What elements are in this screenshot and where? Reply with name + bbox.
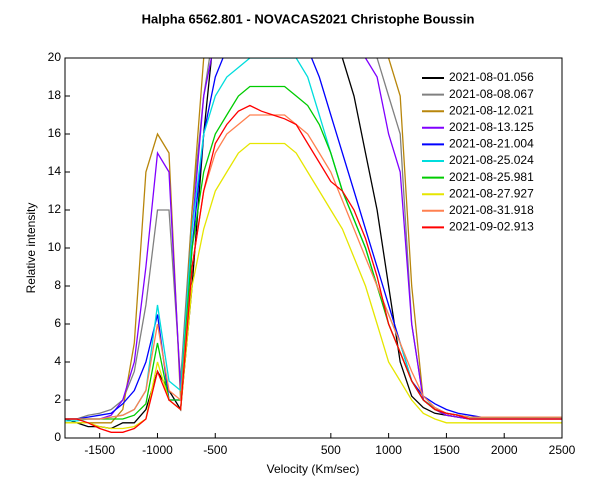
y-tick-label: 0 (54, 430, 61, 444)
y-tick-label: 18 (48, 88, 62, 102)
legend-label: 2021-08-31.918 (449, 203, 534, 217)
x-tick-label: -1500 (84, 443, 115, 457)
chart-title: Halpha 6562.801 - NOVACAS2021 Christophe… (142, 11, 475, 26)
legend-label: 2021-08-25.024 (449, 153, 534, 167)
y-tick-label: 2 (54, 392, 61, 406)
y-tick-label: 14 (48, 164, 62, 178)
legend-label: 2021-08-12.021 (449, 103, 534, 117)
y-tick-label: 8 (54, 278, 61, 292)
series-line (65, 114, 562, 420)
x-tick-label: 500 (321, 443, 341, 457)
y-tick-label: 10 (48, 240, 62, 254)
legend-label: 2021-08-08.067 (449, 87, 534, 101)
legend-label: 2021-08-25.981 (449, 170, 534, 184)
y-tick-label: 20 (48, 50, 62, 64)
x-tick-label: -500 (203, 443, 227, 457)
plot-lines (65, 58, 562, 433)
x-axis-label: Velocity (Km/sec) (267, 462, 360, 476)
y-axis-label: Relative intensity (24, 203, 38, 294)
y-tick-label: 6 (54, 316, 61, 330)
x-tick-label: 2000 (491, 443, 518, 457)
y-tick-label: 16 (48, 126, 62, 140)
x-tick-label: 1500 (433, 443, 460, 457)
series-line (65, 104, 562, 433)
legend-label: 2021-08-21.004 (449, 137, 534, 151)
x-tick-label: 1000 (375, 443, 402, 457)
legend-label: 2021-08-13.125 (449, 120, 534, 134)
y-tick-label: 12 (48, 202, 62, 216)
y-tick-label: 4 (54, 354, 61, 368)
legend-label: 2021-09-02.913 (449, 220, 534, 234)
legend-label: 2021-08-01.056 (449, 70, 534, 84)
legend-label: 2021-08-27.927 (449, 186, 534, 200)
x-tick-label: 2500 (549, 443, 576, 457)
x-tick-label: -1000 (142, 443, 173, 457)
